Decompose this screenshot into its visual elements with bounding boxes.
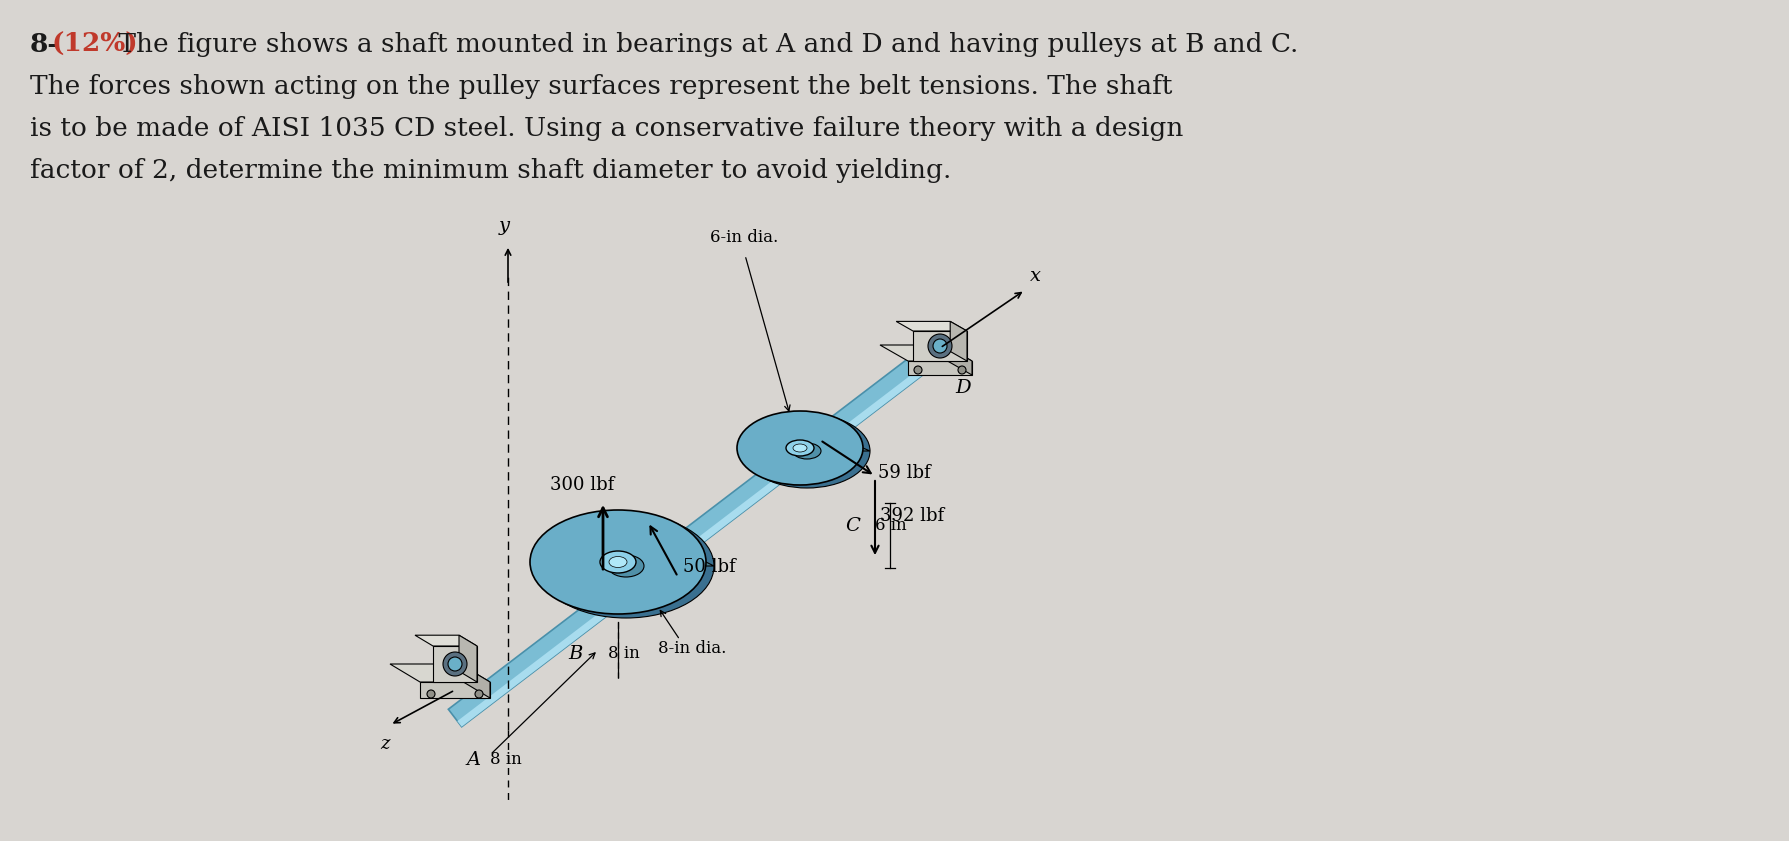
Text: B: B — [567, 645, 583, 663]
Polygon shape — [737, 448, 869, 451]
Text: A: A — [465, 751, 479, 769]
Text: 8 in: 8 in — [608, 646, 640, 663]
Ellipse shape — [737, 411, 862, 485]
Polygon shape — [458, 351, 946, 727]
Ellipse shape — [785, 440, 814, 456]
Ellipse shape — [608, 557, 626, 568]
Text: D: D — [955, 379, 971, 397]
Ellipse shape — [928, 334, 952, 358]
Text: x: x — [1030, 267, 1041, 285]
Polygon shape — [460, 664, 490, 698]
Polygon shape — [896, 321, 968, 331]
Ellipse shape — [934, 339, 946, 353]
Text: (12%): (12%) — [52, 32, 138, 57]
Text: 392 lbf: 392 lbf — [880, 507, 945, 525]
Text: 50 lbf: 50 lbf — [683, 558, 735, 576]
Polygon shape — [433, 646, 478, 682]
Text: y: y — [499, 217, 510, 235]
Text: 8-: 8- — [30, 32, 59, 57]
Polygon shape — [530, 562, 714, 566]
Text: 8 in: 8 in — [490, 752, 522, 769]
Text: 6 in: 6 in — [875, 517, 907, 535]
Text: The figure shows a shaft mounted in bearings at A and D and having pulleys at B : The figure shows a shaft mounted in bear… — [109, 32, 1299, 57]
Ellipse shape — [428, 690, 435, 698]
Polygon shape — [449, 339, 946, 727]
Text: 6-in dia.: 6-in dia. — [710, 229, 778, 246]
Ellipse shape — [608, 555, 644, 577]
Polygon shape — [909, 361, 971, 375]
Polygon shape — [460, 635, 478, 682]
Polygon shape — [880, 345, 971, 361]
Ellipse shape — [530, 510, 707, 614]
Polygon shape — [420, 682, 490, 698]
Text: 8-in dia.: 8-in dia. — [658, 640, 726, 657]
Polygon shape — [950, 321, 968, 361]
Polygon shape — [912, 331, 968, 361]
Ellipse shape — [538, 514, 714, 618]
Text: C: C — [844, 517, 861, 535]
Text: 300 lbf: 300 lbf — [549, 476, 614, 494]
Ellipse shape — [793, 443, 821, 459]
Text: 59 lbf: 59 lbf — [878, 464, 930, 482]
Ellipse shape — [599, 551, 637, 573]
Ellipse shape — [793, 444, 807, 452]
Ellipse shape — [744, 414, 869, 488]
Ellipse shape — [914, 366, 921, 374]
Ellipse shape — [476, 690, 483, 698]
Ellipse shape — [447, 657, 462, 671]
Text: The forces shown acting on the pulley surfaces represent the belt tensions. The : The forces shown acting on the pulley su… — [30, 74, 1172, 99]
Text: is to be made of AISI 1035 CD steel. Using a conservative failure theory with a : is to be made of AISI 1035 CD steel. Usi… — [30, 116, 1183, 141]
Text: factor of 2, determine the minimum shaft diameter to avoid yielding.: factor of 2, determine the minimum shaft… — [30, 158, 952, 183]
Polygon shape — [945, 345, 971, 375]
Ellipse shape — [957, 366, 966, 374]
Polygon shape — [415, 635, 478, 646]
Ellipse shape — [444, 652, 467, 676]
Polygon shape — [390, 664, 490, 682]
Text: z: z — [381, 735, 390, 753]
